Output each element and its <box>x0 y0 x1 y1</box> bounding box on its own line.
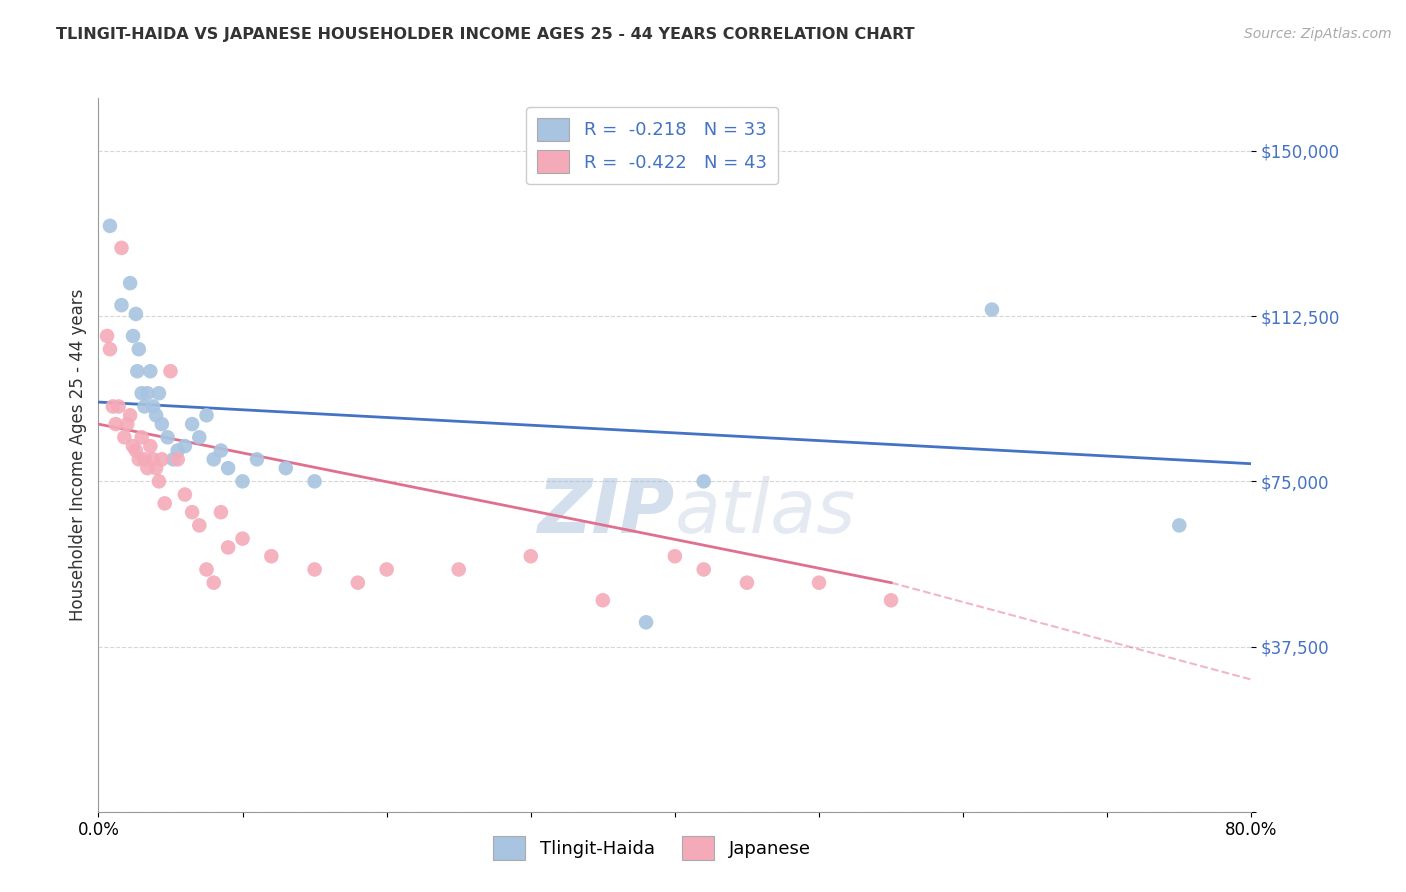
Point <box>304 475 326 489</box>
Point <box>807 575 830 590</box>
Point <box>125 307 148 321</box>
Point <box>592 593 614 607</box>
Point <box>217 461 239 475</box>
Legend: Tlingit-Haida, Japanese: Tlingit-Haida, Japanese <box>485 830 818 867</box>
Point <box>880 593 903 607</box>
Point <box>209 505 232 519</box>
Point <box>1168 518 1191 533</box>
Y-axis label: Householder Income Ages 25 - 44 years: Householder Income Ages 25 - 44 years <box>69 289 87 621</box>
Point <box>195 409 218 423</box>
Point <box>139 364 162 378</box>
Point <box>148 475 170 489</box>
Point <box>202 575 225 590</box>
Point <box>153 496 176 510</box>
Point <box>274 461 297 475</box>
Point <box>162 452 184 467</box>
Point <box>122 439 145 453</box>
Point <box>217 541 239 555</box>
Point <box>142 452 165 467</box>
Point <box>110 298 132 312</box>
Point <box>120 409 142 423</box>
Point <box>664 549 686 564</box>
Point <box>120 276 142 290</box>
Point <box>520 549 543 564</box>
Point <box>174 439 197 453</box>
Point <box>202 452 225 467</box>
Point <box>231 475 254 489</box>
Point <box>98 219 121 233</box>
Point <box>145 461 167 475</box>
Point <box>693 475 716 489</box>
Point <box>110 241 132 255</box>
Text: ZIP: ZIP <box>537 475 675 549</box>
Point <box>735 575 758 590</box>
Point <box>346 575 368 590</box>
Text: atlas: atlas <box>675 476 856 548</box>
Point <box>159 364 181 378</box>
Point <box>136 386 159 401</box>
Point <box>209 443 232 458</box>
Point <box>693 562 716 576</box>
Point <box>188 430 211 444</box>
Point <box>142 400 165 414</box>
Point <box>174 487 197 501</box>
Point <box>128 342 150 356</box>
Point <box>122 329 145 343</box>
Point <box>181 417 204 431</box>
Point <box>139 439 162 453</box>
Point <box>260 549 283 564</box>
Text: TLINGIT-HAIDA VS JAPANESE HOUSEHOLDER INCOME AGES 25 - 44 YEARS CORRELATION CHAR: TLINGIT-HAIDA VS JAPANESE HOUSEHOLDER IN… <box>56 27 915 42</box>
Point <box>150 452 173 467</box>
Point <box>112 430 135 444</box>
Point <box>136 461 159 475</box>
Point <box>188 518 211 533</box>
Point <box>131 386 153 401</box>
Point <box>166 452 188 467</box>
Point <box>304 562 326 576</box>
Point <box>150 417 173 431</box>
Point <box>166 443 188 458</box>
Point <box>127 364 149 378</box>
Point <box>131 430 153 444</box>
Point <box>107 400 129 414</box>
Point <box>134 452 156 467</box>
Point <box>181 505 204 519</box>
Point <box>156 430 179 444</box>
Point <box>134 400 156 414</box>
Point <box>117 417 138 431</box>
Point <box>246 452 269 467</box>
Point <box>98 342 121 356</box>
Point <box>128 452 150 467</box>
Point <box>96 329 118 343</box>
Point <box>125 443 148 458</box>
Point <box>375 562 398 576</box>
Text: Source: ZipAtlas.com: Source: ZipAtlas.com <box>1244 27 1392 41</box>
Point <box>101 400 124 414</box>
Point <box>148 386 170 401</box>
Point <box>981 302 1004 317</box>
Point <box>195 562 218 576</box>
Point <box>636 615 658 630</box>
Point <box>447 562 470 576</box>
Point <box>231 532 254 546</box>
Point <box>104 417 127 431</box>
Point <box>145 409 167 423</box>
